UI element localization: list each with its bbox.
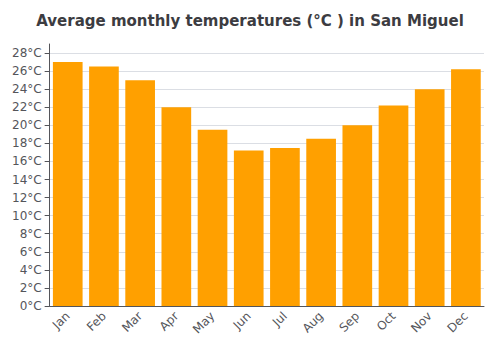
svg-text:Sep: Sep — [336, 309, 362, 335]
svg-text:Mar: Mar — [119, 309, 145, 335]
svg-text:24°C: 24°C — [12, 82, 42, 96]
svg-text:Nov: Nov — [408, 309, 434, 335]
svg-text:Average monthly temperatures (: Average monthly temperatures (°C ) in Sa… — [36, 12, 464, 30]
svg-text:May: May — [190, 309, 217, 336]
svg-text:6°C: 6°C — [20, 245, 42, 259]
svg-text:14°C: 14°C — [12, 173, 42, 187]
svg-text:16°C: 16°C — [12, 154, 42, 168]
svg-text:Feb: Feb — [84, 309, 109, 334]
svg-text:22°C: 22°C — [12, 100, 42, 114]
svg-text:Jan: Jan — [49, 309, 73, 333]
svg-text:28°C: 28°C — [12, 46, 42, 60]
svg-text:10°C: 10°C — [12, 209, 42, 223]
svg-text:18°C: 18°C — [12, 136, 42, 150]
svg-text:12°C: 12°C — [12, 191, 42, 205]
svg-text:Dec: Dec — [445, 309, 471, 335]
svg-text:Jun: Jun — [230, 309, 254, 333]
svg-text:Apr: Apr — [157, 309, 182, 334]
svg-text:26°C: 26°C — [12, 64, 42, 78]
svg-text:20°C: 20°C — [12, 118, 42, 132]
svg-text:8°C: 8°C — [20, 227, 42, 241]
svg-text:Aug: Aug — [300, 309, 326, 335]
svg-text:0°C: 0°C — [20, 299, 42, 313]
svg-text:4°C: 4°C — [20, 263, 42, 277]
svg-text:Jul: Jul — [269, 309, 290, 330]
svg-text:Oct: Oct — [374, 309, 399, 334]
svg-text:2°C: 2°C — [20, 281, 42, 295]
